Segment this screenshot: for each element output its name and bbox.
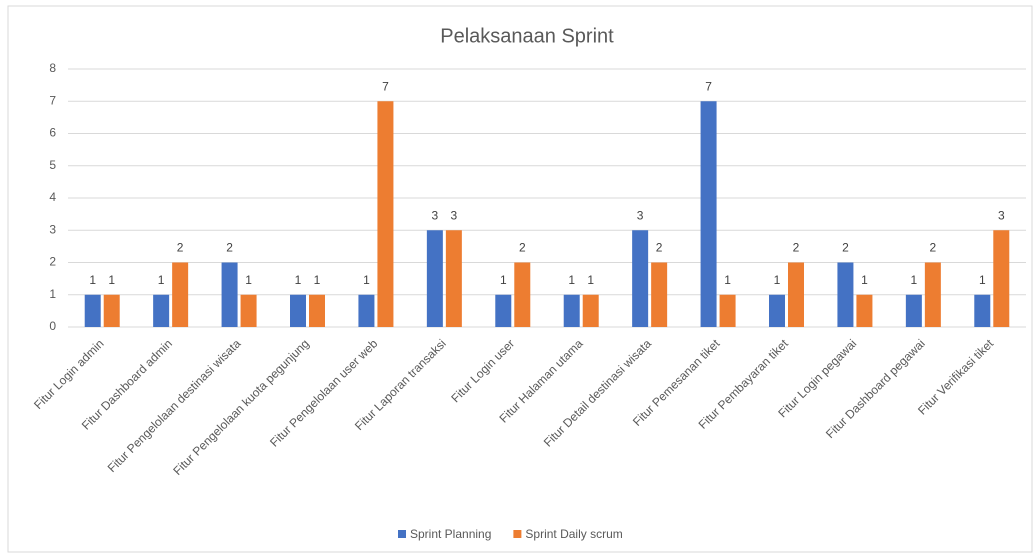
- bar: [514, 262, 531, 327]
- data-label: 1: [314, 273, 321, 287]
- bar: [377, 101, 394, 327]
- bar: [974, 294, 991, 327]
- bar: [445, 230, 462, 327]
- bar: [221, 262, 238, 327]
- data-label: 1: [245, 273, 252, 287]
- bar: [700, 101, 717, 327]
- bar: [632, 230, 649, 327]
- chart-title: Pelaksanaan Sprint: [440, 25, 614, 47]
- y-tick-label: 2: [49, 255, 56, 269]
- data-label: 1: [500, 273, 507, 287]
- bar: [924, 262, 941, 327]
- bar: [651, 262, 668, 327]
- bar: [905, 294, 922, 327]
- bar: [563, 294, 580, 327]
- data-label: 1: [724, 273, 731, 287]
- bar: [856, 294, 873, 327]
- bar: [84, 294, 101, 327]
- data-label: 2: [226, 241, 233, 255]
- bar: [240, 294, 257, 327]
- bar: [495, 294, 512, 327]
- legend-swatch: [398, 530, 406, 538]
- bar: [153, 294, 170, 327]
- data-label: 1: [911, 273, 918, 287]
- data-label: 2: [842, 241, 849, 255]
- y-tick-label: 3: [49, 222, 56, 236]
- bar: [426, 230, 443, 327]
- data-label: 1: [568, 273, 575, 287]
- data-label: 1: [89, 273, 96, 287]
- bar: [582, 294, 599, 327]
- bar: [769, 294, 785, 327]
- data-label: 1: [979, 273, 986, 287]
- y-tick-label: 0: [49, 319, 56, 333]
- data-label: 3: [637, 208, 644, 222]
- data-label: 1: [774, 273, 781, 287]
- bar: [788, 262, 804, 327]
- bar: [358, 294, 375, 327]
- data-label: 1: [363, 273, 370, 287]
- data-label: 2: [930, 241, 937, 255]
- y-tick-label: 6: [49, 126, 56, 140]
- bar: [172, 262, 189, 327]
- data-label: 7: [382, 79, 389, 93]
- data-label: 1: [295, 273, 302, 287]
- data-label: 3: [432, 208, 439, 222]
- bar: [993, 230, 1010, 327]
- data-label: 3: [998, 208, 1005, 222]
- bar: [309, 294, 325, 327]
- data-label: 2: [177, 241, 184, 255]
- y-tick-label: 7: [49, 93, 56, 107]
- bar: [103, 294, 120, 327]
- data-label: 2: [793, 241, 800, 255]
- y-tick-label: 4: [49, 190, 56, 204]
- data-label: 2: [519, 241, 526, 255]
- legend-label: Sprint Planning: [410, 527, 491, 541]
- data-label: 1: [861, 273, 868, 287]
- bar: [719, 294, 736, 327]
- bar: [290, 294, 306, 327]
- bar: [837, 262, 854, 327]
- data-label: 2: [656, 241, 663, 255]
- legend-swatch: [513, 530, 522, 538]
- data-label: 1: [587, 273, 594, 287]
- data-label: 1: [158, 273, 165, 287]
- legend-label: Sprint Daily scrum: [525, 527, 622, 541]
- y-tick-label: 8: [49, 61, 56, 75]
- y-tick-label: 5: [49, 158, 56, 172]
- data-label: 1: [108, 273, 115, 287]
- data-label: 3: [451, 208, 458, 222]
- data-label: 7: [705, 79, 712, 93]
- y-tick-label: 1: [49, 287, 56, 301]
